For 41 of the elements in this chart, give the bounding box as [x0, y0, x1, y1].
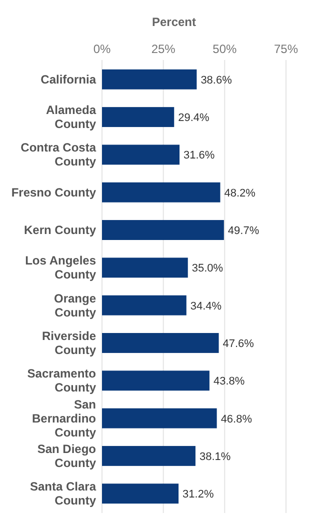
data-label: 34.4%: [190, 300, 222, 312]
y-tick-label: Riverside County: [42, 328, 96, 357]
x-tick-label: 50%: [212, 42, 237, 56]
data-label: 31.2%: [182, 488, 214, 501]
bar: [102, 69, 197, 90]
data-label: 38.1%: [199, 450, 231, 463]
y-tick-label: Kern County: [24, 223, 96, 238]
bar: [102, 182, 220, 202]
data-label: 43.8%: [213, 376, 245, 388]
y-tick-label: Los Angeles County: [25, 254, 96, 282]
data-label: 29.4%: [178, 112, 210, 124]
data-label: 48.2%: [224, 187, 256, 200]
y-tick-label: Orange County: [54, 291, 96, 320]
x-axis-title: Percent: [152, 15, 196, 29]
x-tick-label: 75%: [274, 42, 298, 56]
y-tick-label: San Diego County: [37, 442, 96, 470]
bar: [102, 144, 180, 165]
bar: [102, 484, 179, 504]
x-tick-label: 25%: [151, 42, 176, 56]
bar: [102, 333, 219, 353]
data-label: 38.6%: [200, 74, 232, 86]
y-tick-label: California: [40, 72, 96, 86]
data-label: 35.0%: [192, 262, 224, 275]
bar: [102, 220, 224, 240]
y-tick-label: Fresno County: [11, 185, 96, 200]
y-tick-label: San Bernardino County: [32, 397, 96, 440]
bar: [102, 370, 210, 391]
data-label: 46.8%: [220, 413, 252, 426]
y-tick-label: Sacramento County: [27, 366, 96, 395]
y-tick-label: Santa Clara County: [30, 480, 96, 508]
bar: [102, 107, 174, 128]
bar: [102, 446, 196, 466]
data-label: 31.6%: [184, 150, 215, 162]
bar: [102, 408, 217, 428]
y-tick-label: Contra Costa County: [20, 140, 96, 169]
y-tick-label: Alameda County: [46, 103, 96, 132]
bar: [102, 295, 186, 316]
data-label: 47.6%: [222, 338, 254, 350]
x-tick-label: 0%: [93, 42, 111, 56]
data-label: 49.7%: [228, 225, 260, 238]
bar: [102, 258, 188, 278]
